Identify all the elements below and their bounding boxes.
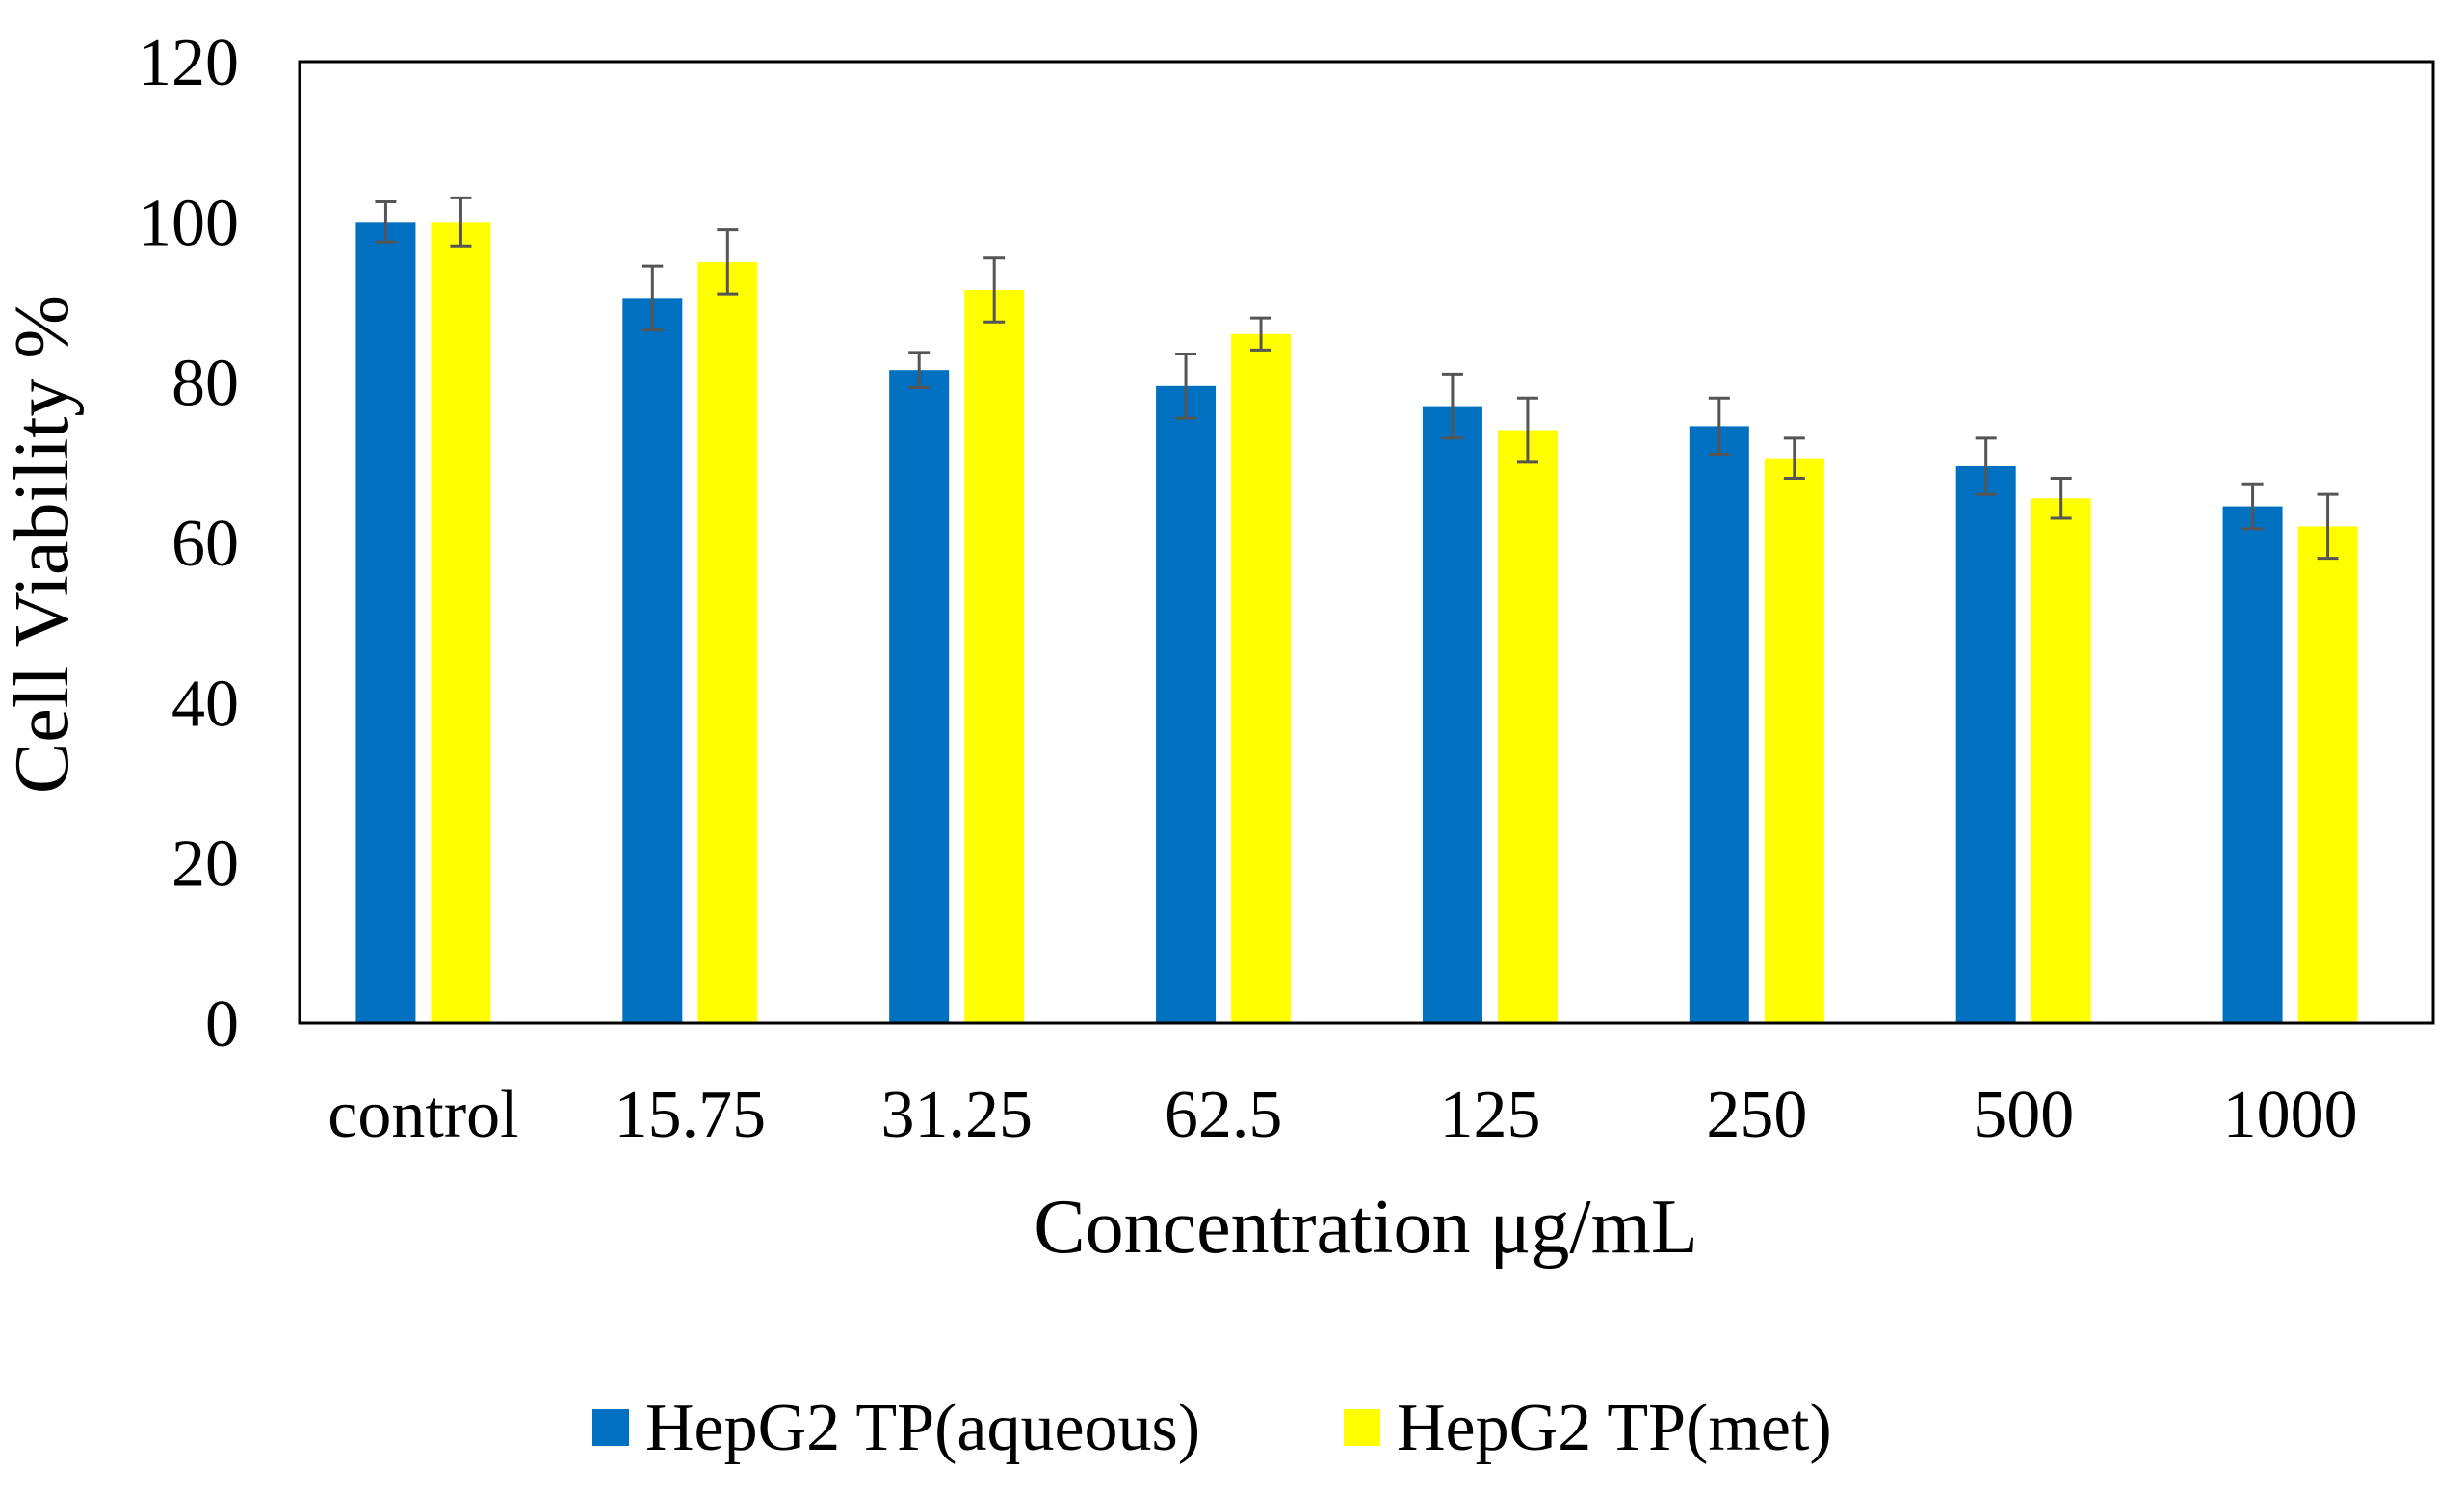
x-tick-label: 31.25 [880, 1078, 1033, 1152]
bar-aqueous-0 [355, 222, 416, 1024]
legend-swatch-aqueous [592, 1409, 629, 1446]
bar-aqueous-6 [1955, 465, 2016, 1023]
legend: HepG2 TP(aqueous) HepG2 TP(met) [592, 1391, 1832, 1465]
bar-met-4 [1497, 430, 1558, 1024]
y-tick-label: 0 [205, 987, 239, 1062]
x-tick-label: 125 [1439, 1078, 1540, 1152]
bar-aqueous-3 [1156, 385, 1217, 1023]
x-tick-label: 500 [1973, 1078, 2074, 1152]
x-tick-label: 15.75 [615, 1078, 767, 1152]
legend-label-met: HepG2 TP(met) [1397, 1391, 1832, 1465]
x-tick-label: 250 [1706, 1078, 1807, 1152]
x-tick-label: 1000 [2223, 1078, 2358, 1152]
x-tick-label: 62.5 [1165, 1078, 1283, 1152]
bar-met-3 [1231, 333, 1292, 1023]
y-tick-label: 60 [171, 507, 239, 581]
y-tick-label: 40 [171, 667, 239, 741]
y-tick-label: 20 [171, 827, 239, 902]
bar-met-2 [964, 290, 1025, 1023]
y-axis-ticks: 0 20 40 60 80 100 120 [138, 26, 239, 1062]
bar-met-7 [2297, 526, 2358, 1023]
bar-aqueous-4 [1422, 406, 1482, 1023]
x-axis-title: Concentration μg/mL [1034, 1185, 1697, 1270]
bar-met-5 [1764, 458, 1824, 1023]
bar-met-0 [431, 222, 491, 1024]
bars-group [355, 222, 2358, 1024]
y-tick-label: 80 [171, 347, 239, 421]
error-bars-group [375, 196, 2339, 561]
y-tick-label: 100 [138, 186, 239, 260]
bar-aqueous-7 [2222, 506, 2283, 1023]
bar-aqueous-5 [1689, 426, 1749, 1023]
bar-aqueous-1 [622, 298, 683, 1023]
bar-met-6 [2031, 498, 2091, 1023]
bar-aqueous-2 [889, 370, 950, 1024]
y-tick-label: 120 [138, 26, 239, 100]
x-axis-tick-labels: control 15.75 31.25 62.5 125 250 500 1000 [328, 1078, 2357, 1152]
plot-area-frame [298, 60, 2435, 1025]
legend-swatch-met [1344, 1409, 1380, 1446]
legend-label-aqueous: HepG2 TP(aqueous) [645, 1391, 1200, 1465]
bar-met-1 [697, 261, 758, 1024]
y-axis-title: Cell Viability % [0, 295, 85, 794]
x-tick-label: control [328, 1078, 518, 1152]
